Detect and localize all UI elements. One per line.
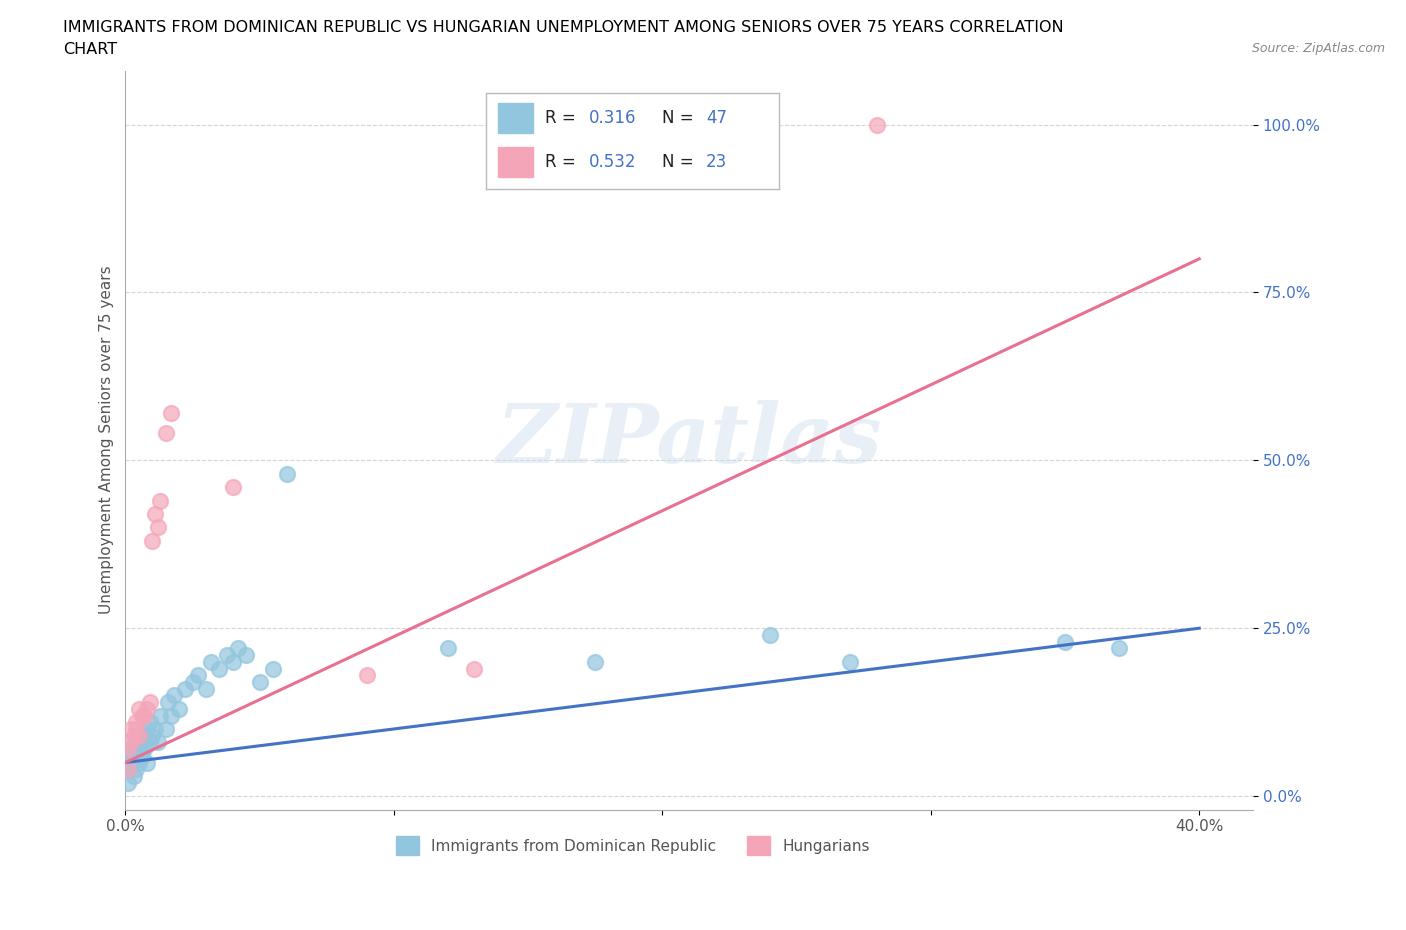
Point bbox=[839, 655, 862, 670]
Point bbox=[134, 741, 156, 756]
Point bbox=[120, 722, 142, 737]
Point bbox=[160, 405, 183, 420]
Point bbox=[120, 741, 142, 756]
Point bbox=[117, 776, 139, 790]
Point bbox=[134, 728, 156, 743]
Point bbox=[146, 735, 169, 750]
Point bbox=[138, 715, 160, 730]
Point bbox=[1054, 634, 1077, 649]
Point bbox=[136, 701, 159, 716]
Point bbox=[208, 661, 231, 676]
Point bbox=[149, 708, 172, 723]
Point bbox=[583, 655, 606, 670]
Point bbox=[117, 741, 139, 756]
Point bbox=[128, 741, 150, 756]
Point bbox=[125, 722, 148, 737]
Point bbox=[136, 755, 159, 770]
Point bbox=[125, 735, 148, 750]
Point bbox=[143, 507, 166, 522]
Point bbox=[155, 722, 177, 737]
Point bbox=[200, 655, 222, 670]
Y-axis label: Unemployment Among Seniors over 75 years: Unemployment Among Seniors over 75 years bbox=[100, 266, 114, 615]
Point bbox=[160, 708, 183, 723]
Point bbox=[136, 722, 159, 737]
Point bbox=[276, 466, 298, 481]
Point bbox=[217, 647, 239, 662]
Point bbox=[128, 701, 150, 716]
Point bbox=[866, 117, 889, 132]
Point bbox=[187, 668, 209, 683]
Point bbox=[117, 762, 139, 777]
Point bbox=[356, 668, 378, 683]
Point bbox=[128, 755, 150, 770]
Text: IMMIGRANTS FROM DOMINICAN REPUBLIC VS HUNGARIAN UNEMPLOYMENT AMONG SENIORS OVER : IMMIGRANTS FROM DOMINICAN REPUBLIC VS HU… bbox=[63, 20, 1064, 35]
Point bbox=[195, 681, 218, 696]
Point bbox=[122, 749, 145, 764]
Point bbox=[226, 641, 249, 656]
Point bbox=[1108, 641, 1130, 656]
Point bbox=[146, 520, 169, 535]
Point bbox=[222, 655, 245, 670]
Legend: Immigrants from Dominican Republic, Hungarians: Immigrants from Dominican Republic, Hung… bbox=[389, 830, 876, 861]
Point bbox=[117, 762, 139, 777]
Point bbox=[120, 755, 142, 770]
Point bbox=[131, 708, 153, 723]
Point bbox=[167, 701, 190, 716]
Point bbox=[163, 688, 186, 703]
Point bbox=[120, 735, 142, 750]
Point bbox=[122, 728, 145, 743]
Point bbox=[128, 728, 150, 743]
Point bbox=[131, 749, 153, 764]
Point bbox=[134, 708, 156, 723]
Text: Source: ZipAtlas.com: Source: ZipAtlas.com bbox=[1251, 42, 1385, 55]
Point bbox=[131, 735, 153, 750]
Point bbox=[181, 674, 204, 689]
Point bbox=[222, 480, 245, 495]
Point bbox=[463, 661, 485, 676]
Point bbox=[138, 695, 160, 710]
Point bbox=[141, 534, 163, 549]
Point bbox=[758, 628, 780, 643]
Point bbox=[436, 641, 458, 656]
Point bbox=[128, 728, 150, 743]
Point bbox=[262, 661, 284, 676]
Point bbox=[125, 762, 148, 777]
Point bbox=[141, 728, 163, 743]
Point bbox=[155, 426, 177, 441]
Point bbox=[149, 493, 172, 508]
Point bbox=[125, 715, 148, 730]
Text: CHART: CHART bbox=[63, 42, 117, 57]
Text: ZIPatlas: ZIPatlas bbox=[496, 400, 882, 480]
Point bbox=[173, 681, 195, 696]
Point bbox=[235, 647, 257, 662]
Point bbox=[122, 768, 145, 783]
Point bbox=[157, 695, 180, 710]
Point bbox=[138, 735, 160, 750]
Point bbox=[143, 722, 166, 737]
Point bbox=[249, 674, 271, 689]
